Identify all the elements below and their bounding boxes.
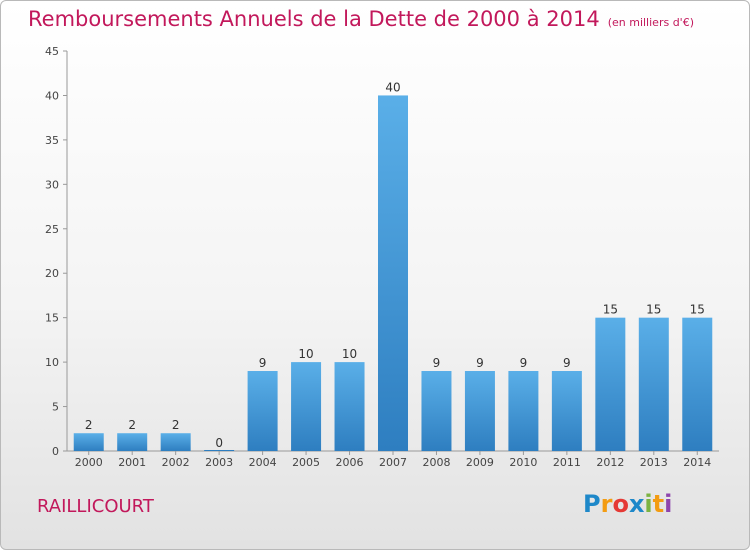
y-tick-label: 15 (45, 312, 59, 325)
bar-2002 (160, 433, 191, 451)
x-tick-label: 2006 (336, 456, 364, 469)
data-label: 15 (646, 303, 661, 317)
x-tick-label: 2013 (640, 456, 668, 469)
chart-bars: 2 2 2 0 9 10 10 40 9 9 9 9 15 15 15 (73, 80, 713, 451)
y-tick-label: 25 (45, 223, 59, 236)
x-tick-label: 2011 (553, 456, 581, 469)
x-tick-label: 2009 (466, 456, 494, 469)
commune-name: RAILLICOURT (37, 496, 154, 517)
logo-letter: o (612, 490, 629, 518)
data-label: 10 (298, 347, 313, 361)
x-tick-label: 2008 (422, 456, 450, 469)
y-tick-label: 0 (52, 445, 59, 458)
data-label: 9 (476, 356, 484, 370)
x-tick-label: 2004 (249, 456, 277, 469)
data-label: 9 (433, 356, 441, 370)
x-tick-label: 2002 (162, 456, 190, 469)
data-label: 9 (563, 356, 571, 370)
data-label: 40 (385, 80, 400, 94)
bar-2007 (378, 95, 408, 451)
logo-letter: P (583, 490, 601, 518)
proxiti-logo: Proxiti (583, 490, 672, 518)
chart-subtitle: (en milliers d'€) (607, 16, 694, 29)
bar-2011 (551, 371, 582, 451)
data-label: 10 (342, 347, 357, 361)
bar-2000 (73, 433, 104, 451)
logo-letter: i (644, 490, 653, 518)
logo-letter: t (652, 490, 665, 518)
x-tick-label: 2001 (118, 456, 146, 469)
bar-2006 (334, 362, 365, 451)
data-label: 9 (520, 356, 528, 370)
x-tick-label: 2005 (292, 456, 320, 469)
y-tick-label: 40 (45, 89, 59, 102)
y-tick-label: 35 (45, 134, 59, 147)
chart-title-text: Remboursements Annuels de la Dette de 20… (28, 7, 600, 31)
y-tick-label: 45 (45, 45, 59, 58)
x-tick-label: 2012 (596, 456, 624, 469)
bar-2005 (291, 362, 322, 451)
bar-2001 (117, 433, 148, 451)
y-tick-label: 20 (45, 267, 59, 280)
data-label: 9 (259, 356, 267, 370)
x-tick-label: 2000 (75, 456, 103, 469)
bar-2009 (464, 371, 495, 451)
y-tick-label: 30 (45, 178, 59, 191)
x-tick-label: 2007 (379, 456, 407, 469)
data-label: 15 (603, 303, 618, 317)
x-tick-label: 2010 (509, 456, 537, 469)
data-label: 2 (85, 418, 93, 432)
logo-letter: x (628, 490, 645, 518)
bar-2008 (421, 371, 452, 451)
x-tick-label: 2014 (683, 456, 711, 469)
bar-2013 (638, 317, 669, 451)
chart-title: Remboursements Annuels de la Dette de 20… (28, 7, 694, 31)
data-label: 2 (172, 418, 180, 432)
y-tick-label: 10 (45, 356, 59, 369)
bar-2012 (595, 317, 626, 451)
data-label: 2 (128, 418, 136, 432)
logo-letter: i (664, 490, 673, 518)
logo-letter: r (600, 490, 613, 518)
data-label: 0 (215, 436, 223, 450)
y-tick-label: 5 (52, 401, 59, 414)
x-tick-label: 2003 (205, 456, 233, 469)
bar-2004 (247, 371, 278, 451)
data-label: 15 (690, 303, 705, 317)
bar-2010 (508, 371, 539, 451)
bar-2014 (682, 317, 713, 451)
